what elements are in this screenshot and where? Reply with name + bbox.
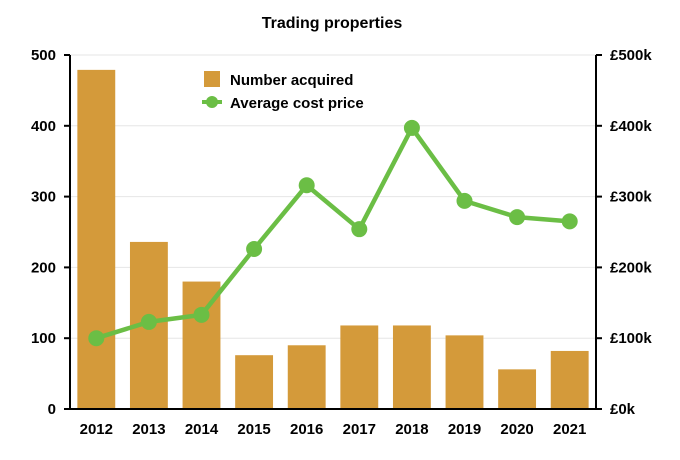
x-tick-label: 2013 [132,421,165,438]
x-tick-label: 2021 [553,421,586,438]
y-left-tick-label: 400 [31,118,56,135]
y-right-tick-label: £400k [610,118,652,135]
line-point [140,313,157,330]
x-tick-label: 2014 [185,421,219,438]
axes [64,54,602,410]
line-point [193,306,210,323]
line-point [246,240,263,257]
legend-bar-swatch [204,71,220,87]
y-right-tick-label: £500k [610,47,652,64]
x-tick-label: 2017 [343,421,376,438]
series-line [95,125,570,341]
y-right-tick-label: £200k [610,259,652,276]
y-left-tick-label: 300 [31,189,56,206]
bar [498,369,537,409]
bar [392,325,431,409]
x-tick-label: 2012 [80,421,113,438]
y-right-tick-label: £300k [610,189,652,206]
x-tick-label: 2018 [395,421,428,438]
y-right-tick-label: £0k [610,401,636,418]
bar [287,345,326,409]
legend-label-bar: Number acquired [230,72,353,89]
y-left-tick-label: 0 [48,401,56,418]
bar [235,355,274,409]
line-point [509,209,526,226]
line-point [351,221,368,238]
line-point [561,213,578,230]
bar-series [77,69,589,410]
bar [340,325,379,409]
x-tick-label: 2015 [237,421,270,438]
bar [77,69,116,410]
line-point [456,192,473,209]
y-right-tick-label: £100k [610,330,652,347]
bar [182,281,221,409]
x-tick-label: 2020 [500,421,533,438]
line-point [88,330,105,347]
tick-labels: 0 100 200 300 400 500 £0k £100k £200k £300k £400k £… [31,47,652,438]
x-tick-label: 2019 [448,421,481,438]
legend-marker [206,96,218,108]
y-left-tick-label: 200 [31,259,56,276]
chart-title: Trading properties [262,15,403,32]
legend-label-line: Average cost price [230,95,364,112]
x-tick-label: 2016 [290,421,323,438]
bar [445,335,484,409]
legend: Number acquired Average cost price [202,71,364,112]
line-series [88,119,578,347]
line-point [403,119,420,136]
y-left-tick-label: 500 [31,47,56,64]
y-left-tick-label: 100 [31,330,56,347]
bar [550,350,589,409]
line-point [298,177,315,194]
